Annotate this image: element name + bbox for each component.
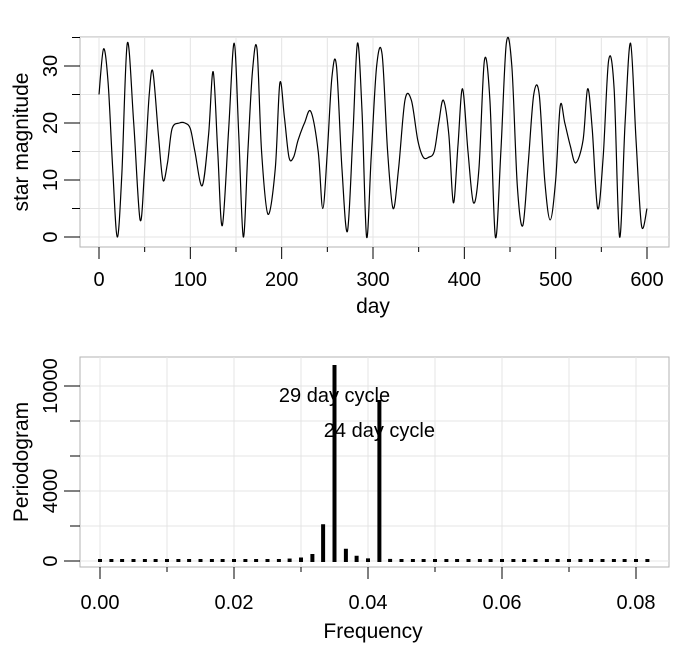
x-tick-label: 600: [630, 269, 663, 291]
x-tick-label: 100: [174, 269, 207, 291]
time-series-axes: 0 100 200 300 400 500 600 0 10 20 30: [40, 37, 664, 291]
periodogram-grid: [80, 357, 669, 567]
periodogram-plot: 0.00 0.02 0.04 0.06 0.08 0 4000 10000 29 day cy…: [10, 356, 670, 643]
y-tick-label: 0: [40, 555, 62, 566]
periodogram-bars: [98, 365, 650, 562]
y-tick-label: 10000: [40, 358, 62, 414]
y-tick-label: 30: [40, 55, 62, 77]
x-axis-title-day: day: [356, 295, 390, 318]
y-tick-label: 10: [40, 169, 62, 191]
y-tick-label: 0: [40, 231, 62, 242]
x-tick-label: 0.00: [81, 592, 120, 614]
y-tick-label: 4000: [40, 469, 62, 514]
x-tick-label: 0.08: [617, 592, 656, 614]
time-series-grid: [80, 37, 669, 247]
star-magnitude-line: [98, 36, 648, 239]
time-series-plot-frame: [79, 36, 670, 248]
x-tick-label: 0.04: [349, 592, 388, 614]
x-tick-label: 0.06: [483, 592, 522, 614]
periodogram-axes: 0.00 0.02 0.04 0.06 0.08 0 4000 10000: [40, 358, 655, 614]
x-axis-title-frequency: Frequency: [323, 620, 423, 643]
x-tick-label: 200: [265, 269, 298, 291]
x-tick-label: 400: [448, 269, 481, 291]
periodogram-plot-frame: [79, 356, 670, 568]
x-tick-label: 300: [356, 269, 389, 291]
y-axis-title-periodogram: Periodogram: [10, 402, 33, 522]
y-tick-label: 20: [40, 112, 62, 134]
annotation-24-day-cycle: 24 day cycle: [324, 420, 435, 442]
y-axis-title-star-magnitude: star magnitude: [10, 73, 33, 212]
annotation-29-day-cycle: 29 day cycle: [279, 385, 390, 407]
x-tick-label: 0: [93, 269, 104, 291]
time-series-plot: 0 100 200 300 400 500 600 0 10 20 30 day star magn…: [10, 36, 670, 318]
x-tick-label: 500: [539, 269, 572, 291]
x-tick-label: 0.02: [215, 592, 254, 614]
